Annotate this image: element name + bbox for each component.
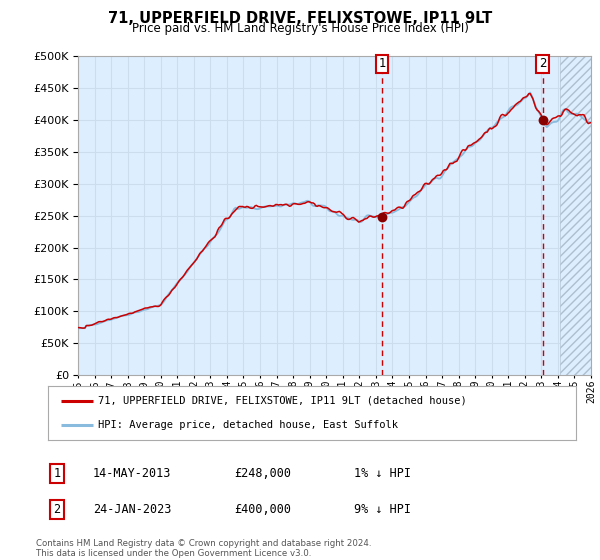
Text: 2: 2	[53, 503, 61, 516]
Text: 24-JAN-2023: 24-JAN-2023	[93, 503, 172, 516]
Text: £248,000: £248,000	[234, 466, 291, 480]
Text: 71, UPPERFIELD DRIVE, FELIXSTOWE, IP11 9LT: 71, UPPERFIELD DRIVE, FELIXSTOWE, IP11 9…	[108, 11, 492, 26]
Text: £400,000: £400,000	[234, 503, 291, 516]
Text: 71, UPPERFIELD DRIVE, FELIXSTOWE, IP11 9LT (detached house): 71, UPPERFIELD DRIVE, FELIXSTOWE, IP11 9…	[98, 396, 467, 406]
Text: 2: 2	[539, 57, 546, 70]
Point	[377, 212, 387, 221]
Text: Contains HM Land Registry data © Crown copyright and database right 2024.
This d: Contains HM Land Registry data © Crown c…	[36, 539, 371, 558]
Text: 1: 1	[53, 466, 61, 480]
Text: 1: 1	[378, 57, 386, 70]
Text: HPI: Average price, detached house, East Suffolk: HPI: Average price, detached house, East…	[98, 420, 398, 430]
Text: 1% ↓ HPI: 1% ↓ HPI	[354, 466, 411, 480]
Point	[538, 115, 547, 124]
Text: 14-MAY-2013: 14-MAY-2013	[93, 466, 172, 480]
Text: 9% ↓ HPI: 9% ↓ HPI	[354, 503, 411, 516]
Text: Price paid vs. HM Land Registry's House Price Index (HPI): Price paid vs. HM Land Registry's House …	[131, 22, 469, 35]
